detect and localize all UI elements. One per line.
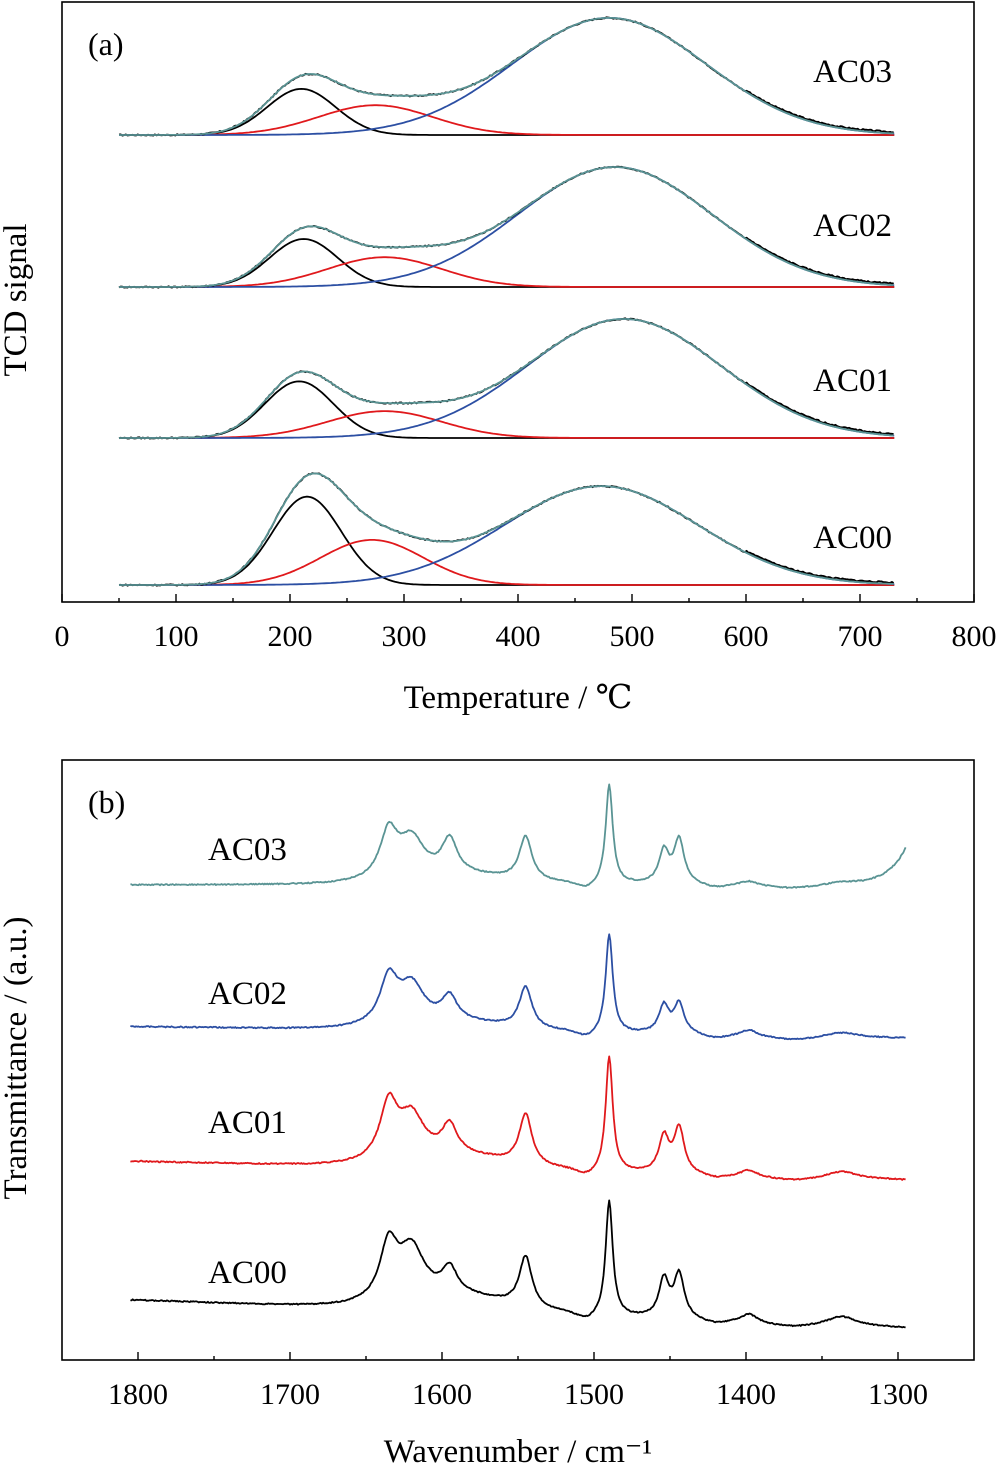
panel-b-x-tick-label: 1500 [564, 1378, 624, 1411]
panel-a-curves [118, 16, 895, 587]
panel-b-label: (b) [88, 784, 125, 820]
panel-a-x-tick-label: 700 [838, 620, 883, 653]
panel-b-x-tick-label: 1300 [868, 1378, 928, 1411]
panel-a-peak_mid-ac02 [119, 256, 895, 288]
series-label-ac01-b: AC01 [208, 1105, 287, 1141]
panel-a-measured-ac03 [118, 16, 894, 137]
panel-a-frame [61, 1, 975, 603]
panel-b-spectrum-ac02 [130, 933, 906, 1041]
panel-a-label: (a) [88, 26, 124, 62]
panel-b: 1800 1700 1600 1500 1400 1300 (b) AC03 AC02 A… [0, 759, 975, 1468]
panel-a-x-ticks: 0 100 200 300 400 500 600 700 800 [55, 594, 997, 653]
panel-a-x-tick-label: 200 [268, 620, 313, 653]
panel-a-x-tick-label: 0 [55, 620, 70, 653]
panel-b-x-tick-label: 1700 [260, 1378, 320, 1411]
panel-a: 0 100 200 300 400 500 600 700 800 (a) AC03 AC02 … [0, 1, 997, 716]
panel-a-measured-ac02 [118, 165, 894, 289]
panel-a-x-tick-label: 100 [154, 620, 199, 653]
series-label-ac00-b: AC00 [208, 1255, 287, 1291]
panel-a-measured-ac00 [118, 472, 895, 587]
panel-a-fit-ac01 [119, 318, 894, 439]
series-label-ac03-b: AC03 [208, 832, 287, 868]
panel-b-x-tick-label: 1600 [412, 1378, 472, 1411]
panel-a-peak_mid-ac00 [119, 539, 895, 586]
panel-a-peak_low-ac01 [119, 380, 895, 439]
panel-b-curves [130, 783, 907, 1329]
series-label-ac00-a: AC00 [813, 520, 892, 556]
panel-a-x-tick-label: 300 [382, 620, 427, 653]
panel-b-x-ticks: 1800 1700 1600 1500 1400 1300 [108, 1352, 928, 1411]
panel-a-peak_high-ac00 [119, 485, 895, 586]
panel-b-y-axis-title: Transmittance / (a.u.) [0, 917, 34, 1200]
panel-a-x-tick-label: 500 [610, 620, 655, 653]
panel-a-x-tick-label: 400 [496, 620, 541, 653]
panel-a-peak_low-ac03 [119, 88, 895, 136]
series-label-ac01-a: AC01 [813, 363, 892, 399]
panel-b-frame [61, 759, 975, 1361]
panel-a-x-tick-label: 800 [952, 620, 997, 653]
panel-a-peak_low-ac00 [119, 495, 895, 586]
panel-b-spectrum-ac03 [130, 783, 907, 889]
panel-b-x-tick-label: 1800 [108, 1378, 168, 1411]
panel-b-spectrum-ac01 [130, 1055, 906, 1181]
series-label-ac03-a: AC03 [813, 54, 892, 90]
panel-a-y-axis-title: TCD signal [0, 223, 34, 376]
panel-b-spectrum-ac00 [130, 1199, 906, 1329]
panel-a-peak_mid-ac01 [119, 410, 895, 439]
panel-a-fit-ac03 [119, 17, 894, 136]
panel-a-x-axis-title: Temperature / ℃ [404, 680, 633, 716]
panel-a-fit-ac02 [119, 166, 894, 288]
panel-a-peak_high-ac03 [119, 17, 895, 136]
panel-a-x-tick-label: 600 [724, 620, 769, 653]
series-label-ac02-a: AC02 [813, 208, 892, 244]
panel-a-peak_high-ac02 [119, 166, 895, 288]
panel-b-x-tick-label: 1400 [716, 1378, 776, 1411]
series-label-ac02-b: AC02 [208, 976, 287, 1012]
panel-a-fit-ac00 [119, 472, 894, 586]
panel-b-x-axis-title: Wavenumber / cm⁻¹ [384, 1434, 652, 1468]
panel-a-peak_mid-ac03 [119, 104, 895, 136]
